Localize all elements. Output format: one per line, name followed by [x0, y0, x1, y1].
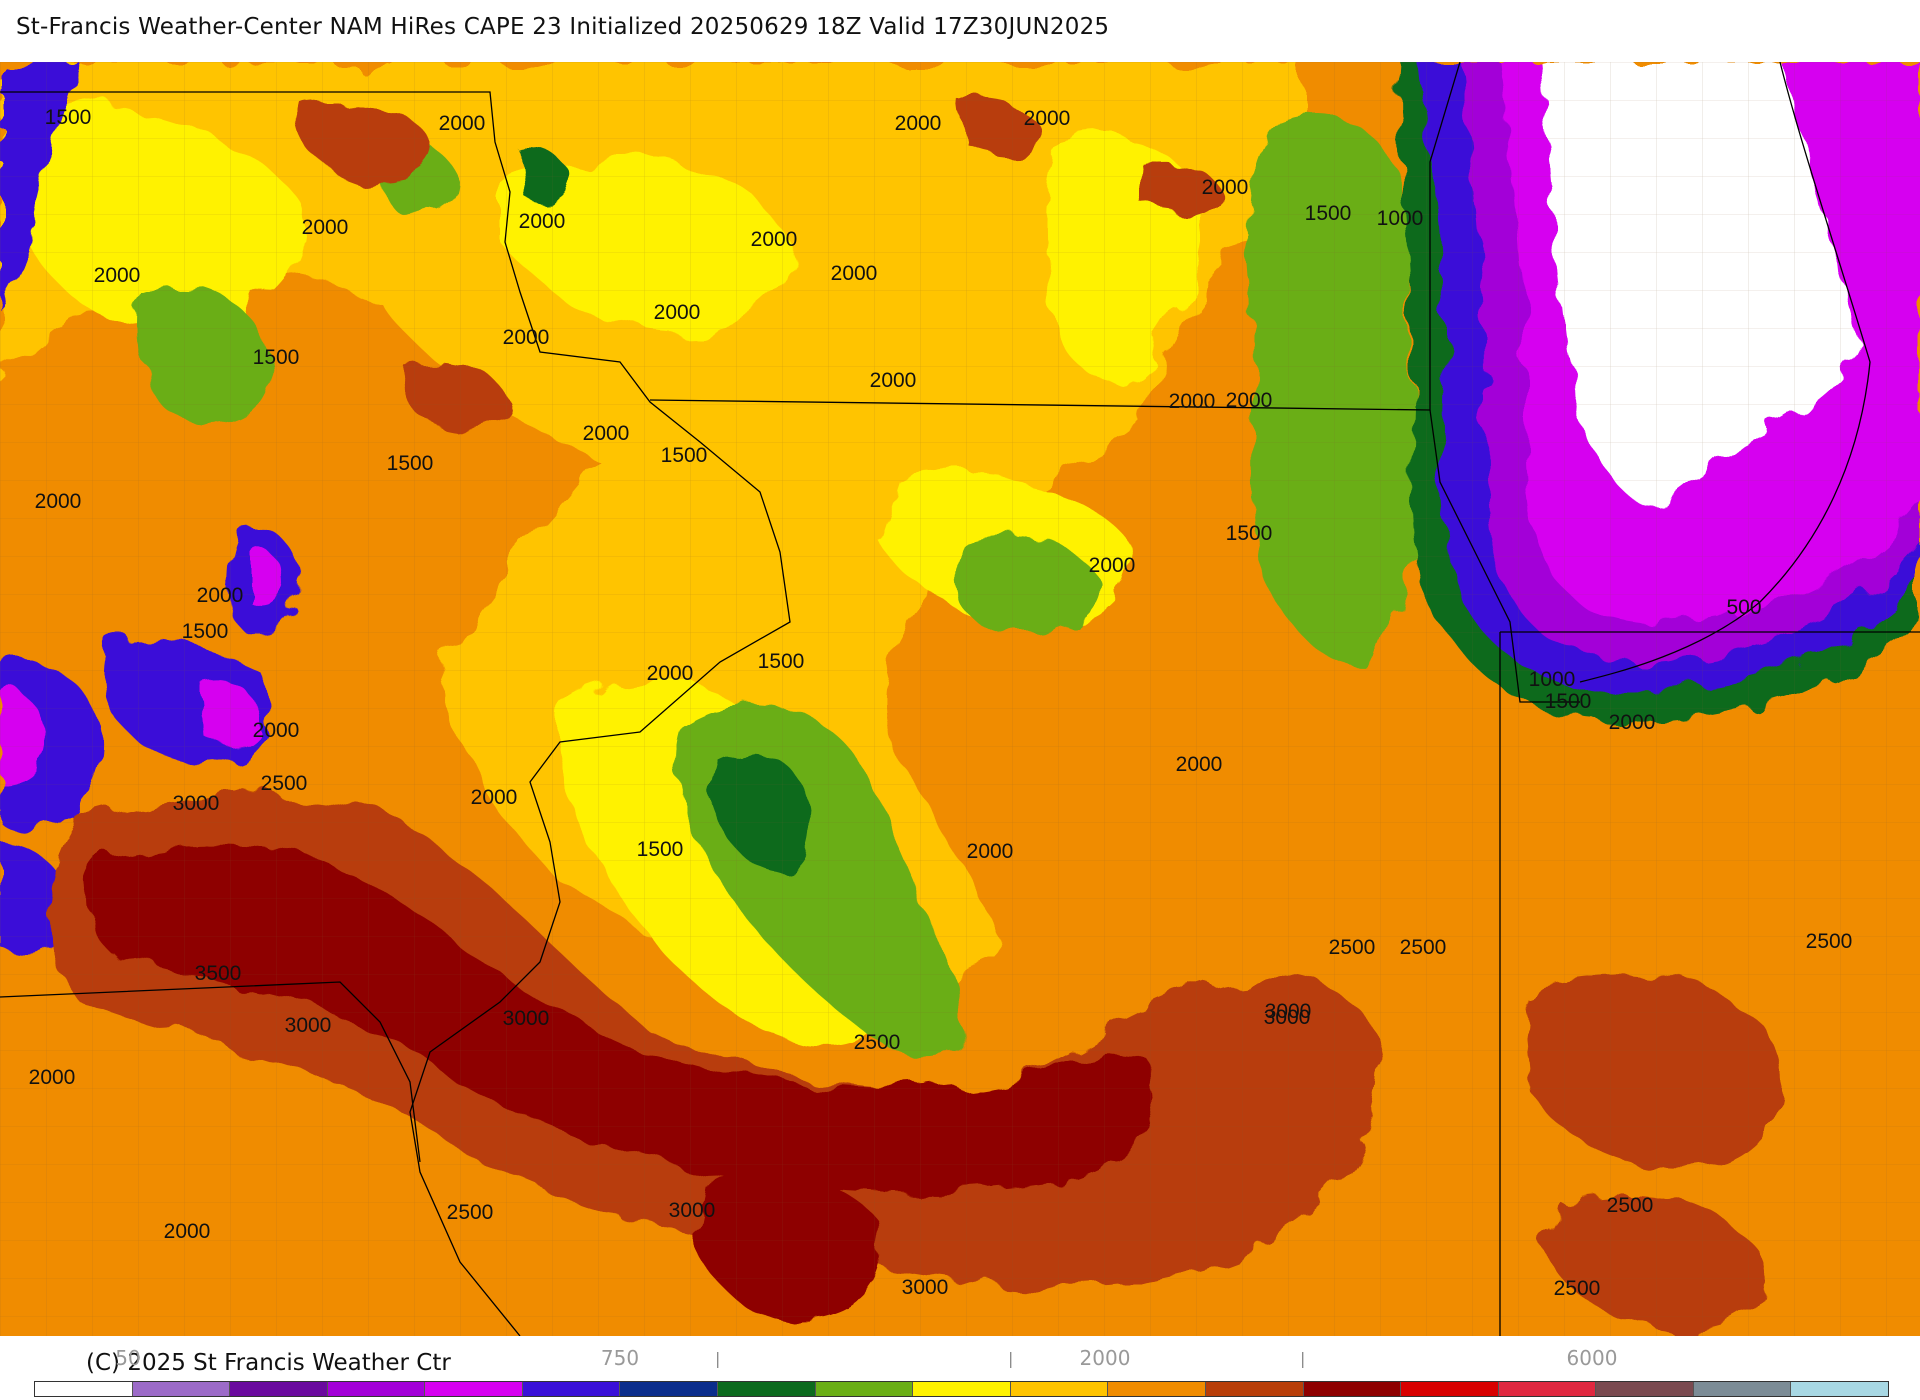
contour-label: 1500 — [661, 444, 708, 467]
contour-label: 2000 — [1169, 390, 1216, 413]
contour-label: 2000 — [94, 264, 141, 287]
contour-label: 2000 — [1609, 711, 1656, 734]
colorbar — [34, 1381, 1889, 1397]
contour-label: 2000 — [967, 840, 1014, 863]
contour-label: 2500 — [1806, 930, 1853, 953]
contour-label: 500 — [1726, 596, 1761, 619]
copyright-text: (C) 2025 St Francis Weather Ctr — [86, 1350, 451, 1376]
contour-label: 1500 — [1545, 690, 1592, 713]
colorbar-swatch — [1205, 1382, 1304, 1396]
colorbar-swatch — [620, 1382, 719, 1396]
contour-label: 1500 — [182, 620, 229, 643]
contour-label: 1500 — [637, 838, 684, 861]
contour-label: 2500 — [1329, 936, 1376, 959]
colorbar-swatch — [35, 1382, 133, 1396]
colorbar-swatch — [1693, 1382, 1792, 1396]
contour-label: 2000 — [583, 422, 630, 445]
contour-label: 3000 — [503, 1007, 550, 1030]
contour-label: 1500 — [1226, 522, 1273, 545]
contour-label: 2000 — [751, 228, 798, 251]
contour-label: 2000 — [647, 662, 694, 685]
contour-label: 2500 — [261, 772, 308, 795]
colorbar-swatch — [1108, 1382, 1206, 1396]
colorbar-swatch — [1498, 1382, 1597, 1396]
contour-label: 2000 — [519, 210, 566, 233]
contour-label: 2000 — [1202, 176, 1249, 199]
colorbar-swatch — [522, 1382, 621, 1396]
contour-label: 2000 — [1226, 389, 1273, 412]
contour-label: 3000 — [902, 1276, 949, 1299]
colorbar-swatch — [815, 1382, 914, 1396]
colorbar-label: 6000 — [1566, 1346, 1618, 1370]
contour-label: 2000 — [1089, 554, 1136, 577]
map-title: St-Francis Weather-Center NAM HiRes CAPE… — [16, 14, 1110, 40]
colorbar-label: 2000 — [1079, 1346, 1131, 1370]
contour-label: 1000 — [1529, 668, 1576, 691]
contour-label: 2500 — [1607, 1194, 1654, 1217]
state-borders — [0, 62, 1920, 1336]
contour-label: 2000 — [895, 112, 942, 135]
colorbar-swatch — [1303, 1382, 1402, 1396]
contour-label: 3000 — [285, 1014, 332, 1037]
cape-map: 1500 2000 2000 2000 2000 2000 2000 2000 2000 1500… — [0, 62, 1920, 1336]
contour-label: 2000 — [253, 719, 300, 742]
contour-label: 3000 — [1264, 1006, 1311, 1029]
colorbar-swatch — [1791, 1382, 1888, 1396]
contour-label: 1500 — [758, 650, 805, 673]
contour-label: 2500 — [1554, 1277, 1601, 1300]
colorbar-swatch — [1596, 1382, 1694, 1396]
contour-label: 2000 — [35, 490, 82, 513]
contour-label: 2000 — [197, 584, 244, 607]
contour-label: 2000 — [831, 262, 878, 285]
contour-label: 2500 — [1400, 936, 1447, 959]
contour-label: 1500 — [45, 106, 92, 129]
colorbar-swatch — [1010, 1382, 1109, 1396]
contour-label: 2500 — [447, 1201, 494, 1224]
contour-label: 3000 — [669, 1199, 716, 1222]
colorbar-tickmark: | — [1008, 1349, 1014, 1368]
colorbar-tickmark: | — [715, 1349, 721, 1368]
contour-label: 2000 — [503, 326, 550, 349]
colorbar-label: 50 — [115, 1346, 141, 1370]
contour-label: 1500 — [387, 452, 434, 475]
contour-labels: 1500 2000 2000 2000 2000 2000 2000 2000 2000 1500… — [29, 106, 1853, 1300]
contour-label: 2000 — [164, 1220, 211, 1243]
contour-label: 2500 — [854, 1031, 901, 1054]
colorbar-label: 750 — [600, 1346, 640, 1370]
contour-label: 3000 — [173, 792, 220, 815]
contour-label: 2000 — [870, 369, 917, 392]
contour-label: 2000 — [471, 786, 518, 809]
contour-label: 2000 — [439, 112, 486, 135]
colorbar-swatch — [327, 1382, 426, 1396]
contour-label: 2000 — [654, 301, 701, 324]
colorbar-tickmark: | — [1300, 1349, 1306, 1368]
contour-label: 2000 — [1024, 107, 1071, 130]
colorbar-swatch — [132, 1382, 231, 1396]
contour-label: 2000 — [29, 1066, 76, 1089]
contour-label: 2000 — [1176, 753, 1223, 776]
contour-label: 1500 — [1305, 202, 1352, 225]
contour-label: 1000 — [1377, 207, 1424, 230]
contour-label: 2000 — [302, 216, 349, 239]
colorbar-swatch — [425, 1382, 523, 1396]
county-lines — [0, 62, 1920, 1336]
contour-label: 1500 — [253, 346, 300, 369]
contour-label: 3500 — [195, 962, 242, 985]
colorbar-swatch — [230, 1382, 328, 1396]
contour-label: 3000 — [1265, 1000, 1312, 1023]
colorbar-swatch — [1401, 1382, 1499, 1396]
colorbar-swatch — [913, 1382, 1011, 1396]
colorbar-swatch — [718, 1382, 816, 1396]
